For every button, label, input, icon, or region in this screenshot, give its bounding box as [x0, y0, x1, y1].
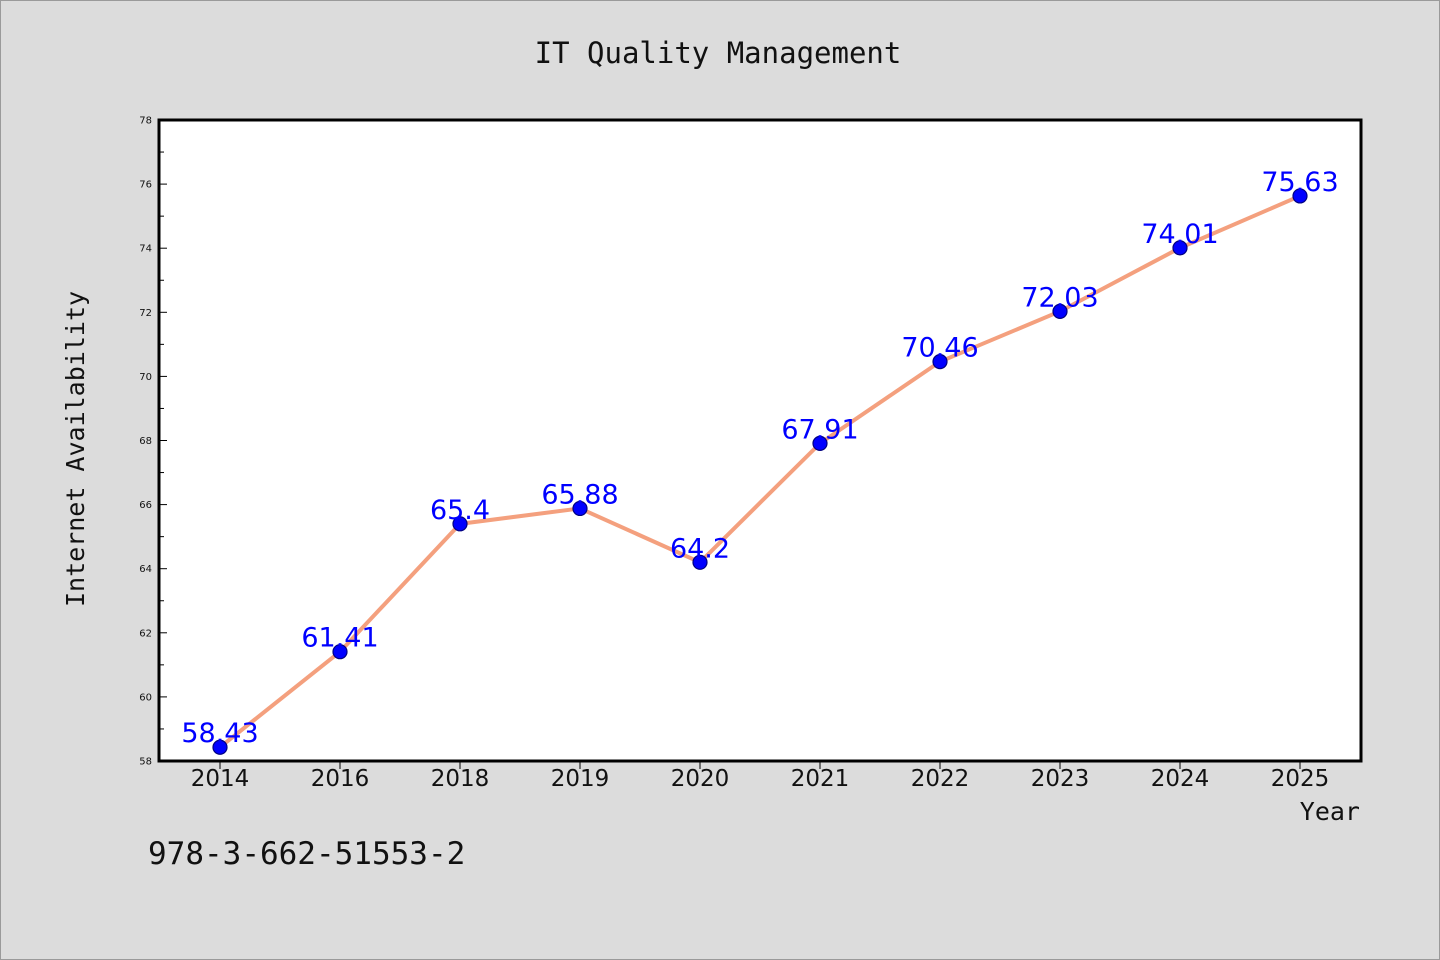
- y-tick-label: 74: [139, 244, 152, 255]
- data-point: [812, 435, 828, 451]
- y-tick-label: 76: [139, 180, 152, 191]
- isbn-text: 978-3-662-51553-2: [148, 836, 465, 872]
- x-tick-label: 2016: [311, 766, 370, 792]
- y-tick-label: 58: [139, 757, 152, 768]
- data-point: [1172, 240, 1188, 256]
- y-tick-label: 68: [139, 436, 152, 447]
- data-label: 72.03: [1021, 282, 1098, 313]
- data-point: [1052, 303, 1068, 319]
- data-label: 75.63: [1261, 167, 1338, 198]
- data-label: 64.2: [670, 533, 730, 564]
- data-label: 70.46: [901, 333, 978, 364]
- y-axis-title: Internet Availability: [61, 291, 90, 607]
- data-label: 67.91: [781, 414, 858, 445]
- data-point: [572, 500, 588, 517]
- data-label: 65.4: [430, 495, 490, 526]
- x-tick-label: 2018: [431, 766, 490, 792]
- y-tick-label: 66: [139, 500, 152, 511]
- x-axis: 2014 2016 2018 2019 2020 2021 2022 2023 2024 2025: [191, 761, 1330, 792]
- plot-border: [157, 118, 1363, 763]
- x-tick-label: 2019: [551, 766, 610, 792]
- data-label: 58.43: [181, 718, 258, 749]
- y-tick-label: 70: [139, 372, 152, 383]
- data-point: [212, 739, 228, 755]
- y-axis: 58 60 62 64 66 68 70 72 74 76 78: [139, 116, 167, 768]
- x-tick-label: 2021: [791, 766, 850, 792]
- data-label: 61.41: [301, 623, 378, 654]
- data-point: [1292, 188, 1308, 204]
- x-tick-label: 2014: [191, 766, 250, 792]
- data-point: [692, 554, 708, 570]
- x-tick-label: 2024: [1151, 766, 1210, 792]
- y-tick-label: 64: [139, 564, 152, 575]
- chart-title: IT Quality Management: [535, 36, 902, 70]
- y-tick-label: 62: [139, 628, 152, 639]
- data-label: 74.01: [1141, 219, 1218, 250]
- y-tick-label: 78: [139, 116, 152, 127]
- data-point: [932, 354, 948, 370]
- data-point: [452, 516, 468, 532]
- data-point: [332, 644, 348, 660]
- x-tick-label: 2025: [1271, 766, 1330, 792]
- x-tick-label: 2020: [671, 766, 730, 792]
- series-layer: [212, 188, 1308, 755]
- x-axis-title: Year: [1300, 797, 1360, 826]
- x-tick-label: 2022: [911, 766, 970, 792]
- plot-area: [159, 120, 1361, 761]
- data-labels: 58.43 61.41 65.4 65.88 64.2 67.91 70.46 72.03 74…: [181, 167, 1338, 749]
- y-tick-label: 72: [139, 308, 152, 319]
- series-line: [218, 194, 1301, 749]
- y-tick-label: 60: [139, 692, 152, 703]
- x-tick-label: 2023: [1031, 766, 1090, 792]
- data-label: 65.88: [541, 479, 618, 510]
